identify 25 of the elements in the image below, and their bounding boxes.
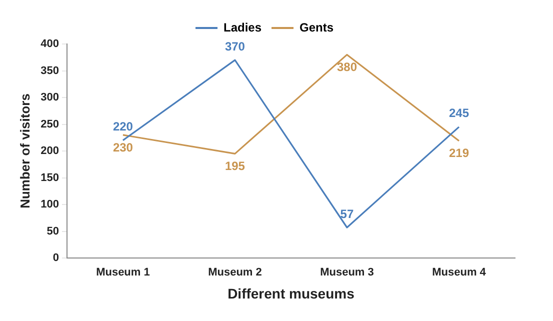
x-tick-label: Museum 4 — [432, 266, 487, 279]
data-label: 219 — [448, 146, 470, 160]
y-tick-label: 150 — [40, 172, 59, 184]
data-label: 220 — [112, 120, 134, 134]
legend-label: Ladies — [223, 20, 262, 34]
x-tick-label: Museum 3 — [320, 266, 374, 279]
x-axis-title: Different museums — [228, 285, 355, 302]
data-label: 370 — [224, 39, 246, 54]
data-label: 195 — [224, 158, 246, 173]
y-tick-label: 350 — [40, 64, 59, 77]
data-label: 380 — [336, 60, 358, 74]
y-tick-label: 250 — [40, 118, 59, 130]
y-tick-label: 200 — [40, 145, 59, 158]
data-label: 230 — [112, 140, 134, 154]
x-tick-label: Museum 2 — [208, 266, 262, 279]
data-label: 245 — [448, 106, 470, 120]
y-tick-label: 400 — [40, 38, 59, 50]
y-tick-label: 300 — [40, 92, 59, 104]
y-tick-label: 100 — [40, 198, 59, 211]
y-tick-label: 50 — [46, 225, 59, 238]
x-tick-label: Museum 1 — [96, 266, 150, 279]
data-label: 57 — [340, 206, 354, 221]
y-axis-title: Number of visitors — [17, 94, 32, 208]
legend-label: Gents — [300, 20, 334, 34]
y-tick-label: 0 — [52, 252, 59, 264]
